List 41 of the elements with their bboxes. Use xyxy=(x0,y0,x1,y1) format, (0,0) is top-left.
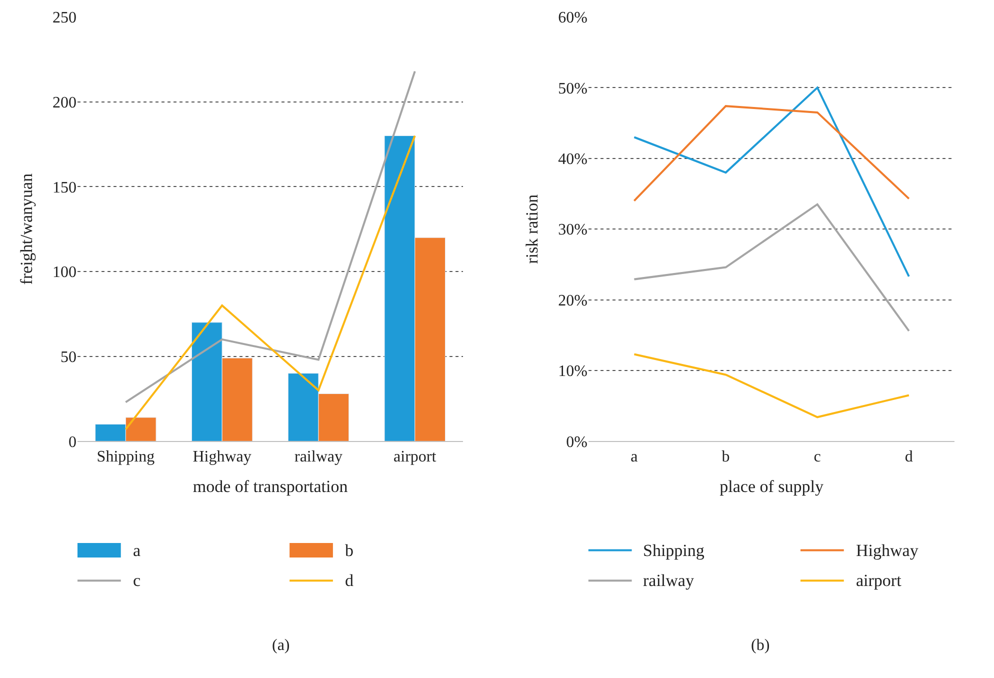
legend-label: Highway xyxy=(856,541,919,560)
line-series xyxy=(633,203,910,332)
x-tick-label: railway xyxy=(294,448,342,466)
x-tick-label: b xyxy=(722,448,730,466)
x-tick-label: d xyxy=(904,448,913,466)
text: (b) xyxy=(751,637,770,654)
x-tick-label: Shipping xyxy=(96,448,155,466)
y-tick-label: 30% xyxy=(558,222,588,239)
y-axis-title: freight/wanyuan xyxy=(17,172,36,285)
y-tick-label: 40% xyxy=(558,151,588,168)
line-series xyxy=(124,134,416,430)
y-tick-label: 0% xyxy=(566,434,588,451)
legend-label: c xyxy=(133,571,141,590)
y-tick-label: 250 xyxy=(52,10,76,27)
legend-label: a xyxy=(133,541,141,560)
line-series xyxy=(124,70,416,404)
y-tick-label: 20% xyxy=(558,292,588,310)
x-axis-title: place of supply xyxy=(720,476,824,496)
legend-label: d xyxy=(345,571,354,590)
x-tick-label: airport xyxy=(394,448,437,466)
legend-label: railway xyxy=(643,571,694,590)
legend-label: b xyxy=(345,541,354,560)
y-tick-label: 150 xyxy=(52,179,76,196)
x-axis-title: mode of transportation xyxy=(192,476,348,496)
line-series xyxy=(633,86,910,278)
x-tick-label: c xyxy=(814,448,821,466)
legend-label: airport xyxy=(856,571,902,590)
y-tick-label: 10% xyxy=(558,363,588,380)
y-axis-title: risk ration xyxy=(522,194,542,264)
x-tick-label: Highway xyxy=(192,448,252,466)
y-tick-label: 50% xyxy=(558,80,588,98)
line-series xyxy=(633,353,910,418)
y-tick-label: 200 xyxy=(52,94,76,112)
y-tick-label: 0 xyxy=(68,434,76,451)
y-tick-label: 50 xyxy=(60,348,76,366)
line-series xyxy=(633,105,910,202)
x-tick-label: a xyxy=(630,448,638,466)
y-tick-label: 60% xyxy=(558,10,588,27)
text: (a) xyxy=(272,637,290,654)
legend-label: Shipping xyxy=(643,541,705,560)
y-tick-label: 100 xyxy=(52,264,76,282)
